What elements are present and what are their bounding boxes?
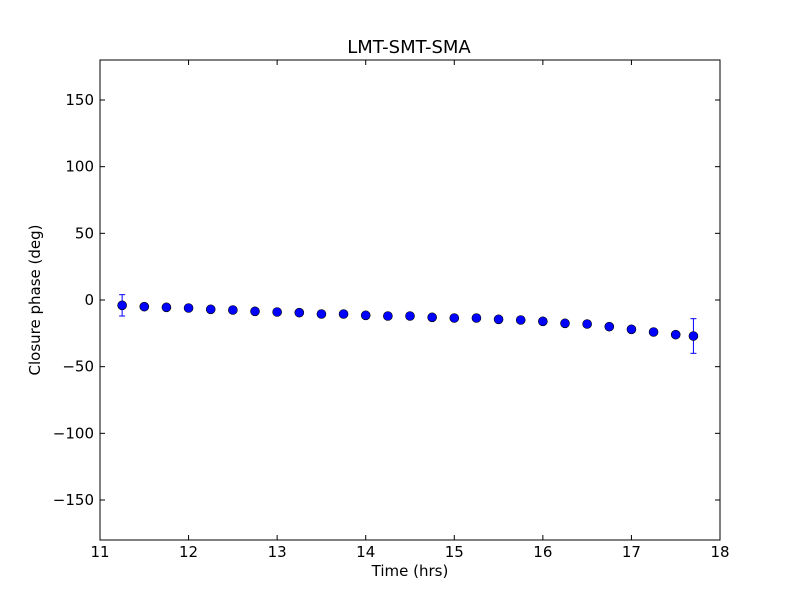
plot-area: 11 12 13 14 15 16 17 18 −150 −100 −50 0 50 100 150 xyxy=(53,59,730,561)
data-point xyxy=(538,316,548,327)
data-point xyxy=(688,331,699,341)
data-point xyxy=(670,329,681,340)
data-point xyxy=(383,311,393,321)
data-point xyxy=(338,309,349,319)
data-point xyxy=(449,313,460,323)
y-tick-label: 50 xyxy=(75,224,94,242)
axes-background xyxy=(100,60,720,540)
data-point xyxy=(493,314,504,325)
data-point xyxy=(183,303,194,313)
data-point xyxy=(427,312,437,323)
axes-frame xyxy=(99,59,721,541)
data-point xyxy=(626,324,637,335)
data-point xyxy=(604,321,615,332)
data-point xyxy=(405,311,415,321)
data-point xyxy=(316,309,327,319)
data-point xyxy=(648,327,659,337)
y-tick-label: 0 xyxy=(84,291,94,309)
data-point xyxy=(272,307,282,317)
data-point xyxy=(560,318,570,329)
x-tick-label: 12 xyxy=(179,543,198,561)
y-tick-label: −150 xyxy=(53,491,94,509)
data-point xyxy=(515,315,526,325)
data-point xyxy=(582,319,592,329)
x-tick-label: 14 xyxy=(356,543,375,561)
data-point xyxy=(228,305,238,315)
data-point xyxy=(205,304,216,315)
y-tick-label: −100 xyxy=(53,424,94,442)
data-point xyxy=(360,310,371,321)
x-tick-label: 11 xyxy=(90,543,109,561)
y-axis-label: Closure phase (deg) xyxy=(26,225,44,376)
y-tick-label: 100 xyxy=(65,158,94,176)
data-point xyxy=(250,306,260,317)
data-point xyxy=(117,300,127,311)
data-point xyxy=(471,313,482,323)
data-point xyxy=(294,307,305,318)
data-point xyxy=(161,302,172,313)
x-tick-label: 13 xyxy=(268,543,287,561)
chart-title: LMT-SMT-SMA xyxy=(347,37,471,58)
x-tick-label: 15 xyxy=(445,543,464,561)
x-axis-label: Time (hrs) xyxy=(371,562,449,580)
y-tick-label: 150 xyxy=(65,91,94,109)
x-tick-label: 16 xyxy=(533,543,552,561)
x-tick-label: 18 xyxy=(710,543,729,561)
x-tick-label: 17 xyxy=(622,543,641,561)
y-tick-label: −50 xyxy=(62,358,94,376)
data-point xyxy=(139,301,150,312)
